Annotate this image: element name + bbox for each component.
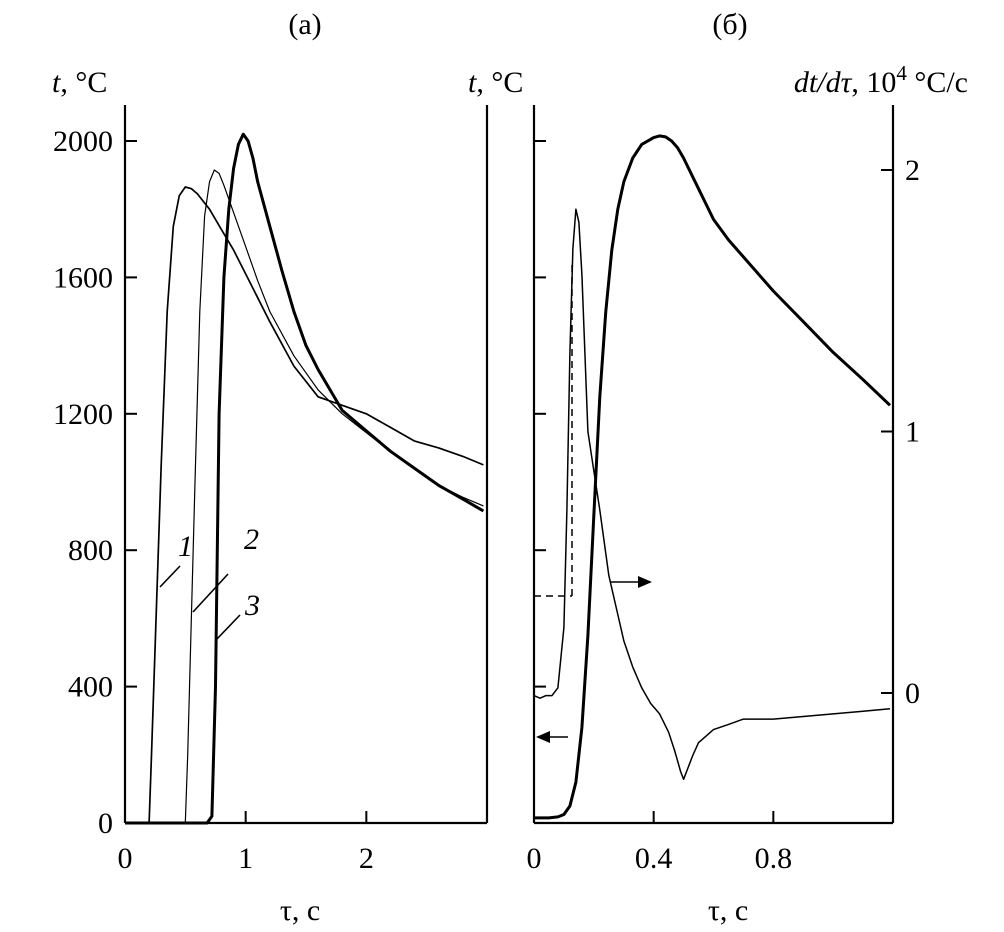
axis-tick-labels: 0 400 800 1200 1600 2000 0 1 2 0 0.4 0.8 0 1 2 (53, 125, 920, 875)
panel-a-xtick-label: 2 (359, 842, 374, 875)
curve-3-leader (215, 614, 241, 641)
curve-2-leader (192, 573, 229, 613)
panel-a-ytick-label: 1200 (53, 398, 113, 431)
panel-b-y2tick-label: 2 (905, 154, 920, 187)
panel-a-xtick-label: 0 (118, 842, 133, 875)
panel-a-ytick-label: 2000 (53, 125, 113, 158)
panel-b-y2tick-label: 1 (905, 416, 920, 449)
curve-3-label: 3 (244, 589, 260, 622)
panel-b-y2label-exp: 4 (896, 61, 907, 85)
panel-b-xlabel: τ, c (708, 894, 748, 927)
data-series (125, 132, 892, 825)
curve-1-leader (159, 565, 181, 588)
panel-a-ylabel-unit: , °C (60, 66, 107, 99)
panel-a-ytick-label: 800 (68, 534, 113, 567)
arrow-right-head (638, 576, 652, 588)
panel-b-annotations (534, 260, 652, 743)
panel-b-y2label: dt/dτ, 104 °C/c (794, 61, 968, 99)
axis-ticks (124, 140, 893, 824)
panel-a-ytick-label: 1600 (53, 261, 113, 294)
panel-b-series-temperature (534, 134, 892, 820)
panel-b-ylabel: t, °C (468, 66, 523, 99)
panel-a-ylabel: t, °C (52, 66, 107, 99)
panel-b-series-rate (533, 208, 891, 781)
panel-a-xtick-label: 1 (238, 842, 253, 875)
panel-b-y2label-var: dt/dτ (794, 66, 853, 99)
panel-b-ylabel-unit: , °C (476, 66, 523, 99)
panel-a-series-2 (125, 169, 484, 824)
panel-a-title: (a) (288, 8, 321, 41)
panel-b-ylabel-var: t (468, 66, 477, 99)
panel-b-xtick-label: 0.4 (635, 842, 673, 875)
panel-b-xtick-label: 0.8 (755, 842, 793, 875)
panel-a-ylabel-var: t (52, 66, 61, 99)
curve-2-label: 2 (244, 523, 259, 556)
curve-1-label: 1 (178, 530, 193, 563)
panel-a-series-1 (125, 186, 484, 824)
panel-b-y2tick-label: 0 (905, 677, 920, 710)
panel-a-ytick-label: 400 (68, 671, 113, 704)
arrow-left-head (536, 731, 550, 743)
panel-a-series-3 (125, 132, 485, 825)
panel-a-curve-labels: 1 2 3 (159, 523, 260, 641)
panel-a-ytick-label: 0 (98, 807, 113, 840)
panel-b-xtick-label: 0 (527, 842, 542, 875)
panel-b-y2label-tail: °C/c (907, 66, 968, 99)
panel-a-xlabel: τ, c (280, 894, 320, 927)
panel-b-title: (б) (712, 8, 747, 41)
panel-b-y2label-unit: , 10 (851, 66, 896, 99)
